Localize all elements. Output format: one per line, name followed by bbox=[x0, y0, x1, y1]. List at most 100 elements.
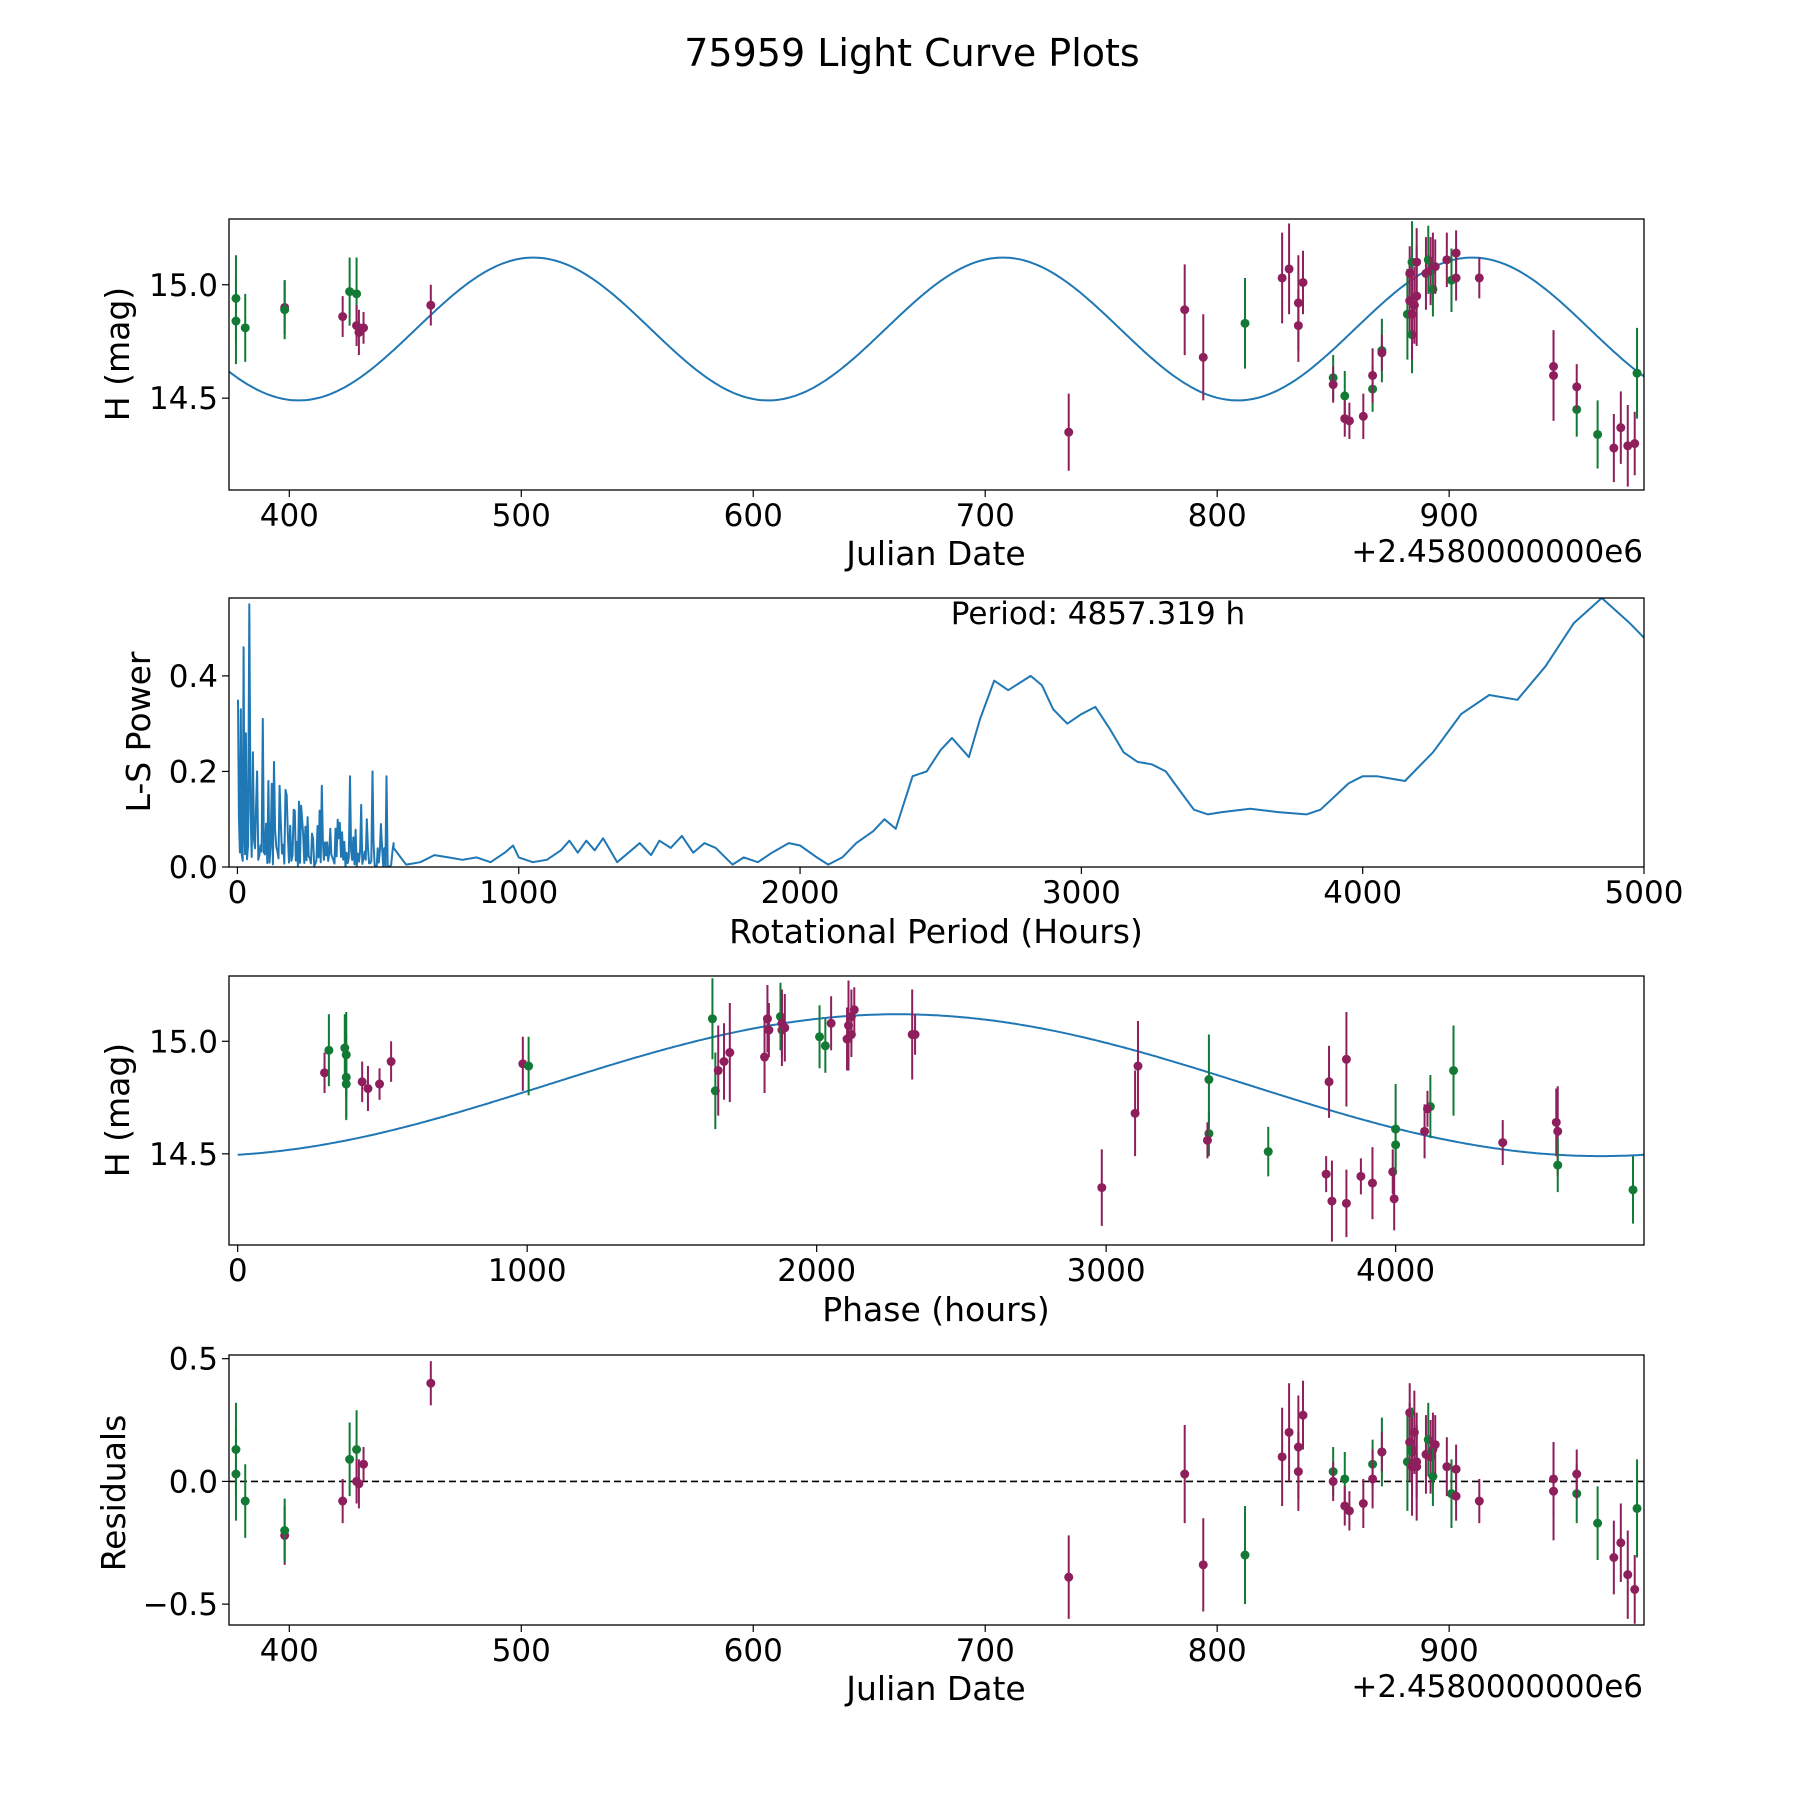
residuals-data-point bbox=[1632, 1503, 1642, 1513]
phased-data-point bbox=[1097, 1183, 1107, 1193]
lightcurve-data-point bbox=[1358, 411, 1368, 421]
lightcurve-data-point bbox=[1377, 348, 1387, 358]
residuals-data-point bbox=[1277, 1452, 1287, 1462]
lightcurve-data-point bbox=[1284, 264, 1294, 274]
phased-data-point bbox=[762, 1014, 772, 1024]
residuals-data-point bbox=[1616, 1538, 1626, 1548]
phased-xtick-label: 4000 bbox=[1356, 1253, 1435, 1289]
residuals-data-point bbox=[240, 1496, 250, 1506]
phased-data-point bbox=[849, 1005, 859, 1015]
lightcurve-data-point bbox=[280, 305, 290, 315]
phased-ylabel: H (mag) bbox=[98, 1043, 137, 1177]
residuals-series bbox=[229, 1361, 1644, 1624]
figure-title: 75959 Light Curve Plots bbox=[684, 31, 1139, 75]
lightcurve-plot-area bbox=[229, 221, 1644, 487]
phased-data-point bbox=[707, 1014, 717, 1024]
lightcurve-ylabel: H (mag) bbox=[98, 287, 137, 421]
phased-data-point bbox=[826, 1018, 836, 1028]
residuals-data-point bbox=[1298, 1410, 1308, 1420]
lightcurve-series bbox=[229, 221, 1644, 487]
lightcurve-data-point bbox=[1630, 439, 1640, 449]
periodogram-xtick-label: 0 bbox=[228, 875, 248, 911]
phased-data-point bbox=[1341, 1198, 1351, 1208]
residuals-data-point bbox=[1284, 1427, 1294, 1437]
periodogram-ytick-label: 0.4 bbox=[169, 659, 218, 695]
phased-data-point bbox=[524, 1061, 534, 1071]
phased-data-point bbox=[1130, 1108, 1140, 1118]
residuals-data-point bbox=[354, 1479, 364, 1489]
lightcurve-data-point bbox=[1328, 380, 1338, 390]
lightcurve-xtick-label: 400 bbox=[260, 498, 319, 534]
residuals-xtick-label: 900 bbox=[1420, 1633, 1479, 1669]
residuals-ytick-label: 0.5 bbox=[169, 1342, 218, 1378]
periodogram-ylabel: L-S Power bbox=[119, 651, 158, 812]
residuals-data-point bbox=[1358, 1499, 1368, 1508]
lightcurve-xlabel: Julian Date bbox=[844, 534, 1026, 573]
residuals-data-point bbox=[1377, 1447, 1387, 1457]
phased-data-point bbox=[1327, 1196, 1337, 1206]
lightcurve-data-point bbox=[1180, 305, 1190, 315]
lightcurve-data-point bbox=[1572, 382, 1582, 392]
lightcurve-data-point bbox=[426, 300, 436, 310]
periodogram-series bbox=[237, 598, 1644, 867]
phased-data-point bbox=[725, 1048, 735, 1058]
phased-frame bbox=[228, 975, 1645, 1246]
phased-model-curve bbox=[237, 1013, 1644, 1158]
periodogram-ytick-label: 0.2 bbox=[169, 754, 218, 790]
phased-data-point bbox=[340, 1043, 350, 1053]
phased-ticks: 0 1000 2000 3000 4000 14.5 15.0 bbox=[149, 1024, 1435, 1289]
periodogram-frame bbox=[228, 597, 1645, 868]
lightcurve-data-point bbox=[1240, 318, 1250, 328]
phased-plot-area bbox=[237, 978, 1644, 1242]
phased-data-point bbox=[1422, 1104, 1432, 1114]
phased-data-point bbox=[760, 1052, 770, 1062]
phased-data-point bbox=[320, 1068, 330, 1078]
phased-xtick-label: 3000 bbox=[1067, 1253, 1146, 1289]
lightcurve-ytick-label: 14.5 bbox=[149, 381, 218, 417]
residuals-xtick-label: 600 bbox=[724, 1633, 783, 1669]
residuals-data-point bbox=[352, 1445, 362, 1454]
residuals-xtick-label: 400 bbox=[260, 1633, 319, 1669]
periodogram-plot-area bbox=[237, 598, 1644, 867]
residuals-data-point bbox=[1293, 1442, 1303, 1452]
lightcurve-data-point bbox=[1298, 277, 1308, 287]
phased-xtick-label: 2000 bbox=[777, 1253, 856, 1289]
phased-data-point bbox=[1367, 1178, 1377, 1188]
residuals-data-point bbox=[1442, 1462, 1452, 1472]
lightcurve-data-point bbox=[1451, 248, 1461, 258]
lightcurve-data-point bbox=[1616, 423, 1626, 433]
phased-data-point bbox=[357, 1077, 367, 1087]
lightcurve-data-point bbox=[1623, 441, 1633, 451]
residuals-data-point bbox=[1344, 1506, 1354, 1516]
residuals-data-point bbox=[1328, 1476, 1338, 1486]
residuals-data-point bbox=[1451, 1464, 1461, 1474]
residuals-data-point bbox=[1340, 1474, 1350, 1484]
residuals-data-point bbox=[1412, 1457, 1422, 1467]
periodogram-panel: 0 1000 2000 3000 4000 5000 0.0 0.2 0.4 Period: 4… bbox=[119, 596, 1683, 951]
residuals-data-point bbox=[1198, 1560, 1208, 1570]
residuals-panel: 400 500 600 700 800 900 0.5 0.0 −0.5 Julian Date… bbox=[94, 1342, 1645, 1708]
lightcurve-xtick-label: 800 bbox=[1188, 498, 1247, 534]
lightcurve-data-point bbox=[1549, 361, 1559, 371]
residuals-data-point bbox=[231, 1469, 241, 1479]
lightcurve-data-point bbox=[231, 316, 241, 326]
phased-data-point bbox=[820, 1041, 830, 1051]
residuals-data-point bbox=[1623, 1570, 1633, 1580]
lightcurve-data-point bbox=[1340, 391, 1350, 401]
phased-data-point bbox=[719, 1057, 729, 1067]
residuals-data-point bbox=[1451, 1491, 1461, 1501]
lightcurve-data-point bbox=[359, 323, 369, 333]
phased-data-point bbox=[363, 1084, 373, 1094]
lightcurve-data-point bbox=[1064, 427, 1074, 437]
lightcurve-data-point bbox=[1442, 255, 1452, 265]
lightcurve-data-point bbox=[338, 312, 348, 322]
phased-data-point bbox=[1420, 1126, 1430, 1136]
lightcurve-data-point bbox=[1632, 368, 1642, 378]
phased-data-point bbox=[1628, 1185, 1638, 1195]
residuals-data-point bbox=[1180, 1469, 1190, 1479]
phased-data-point bbox=[1202, 1135, 1212, 1145]
residuals-data-point bbox=[359, 1459, 369, 1469]
residuals-data-point bbox=[1572, 1469, 1582, 1479]
